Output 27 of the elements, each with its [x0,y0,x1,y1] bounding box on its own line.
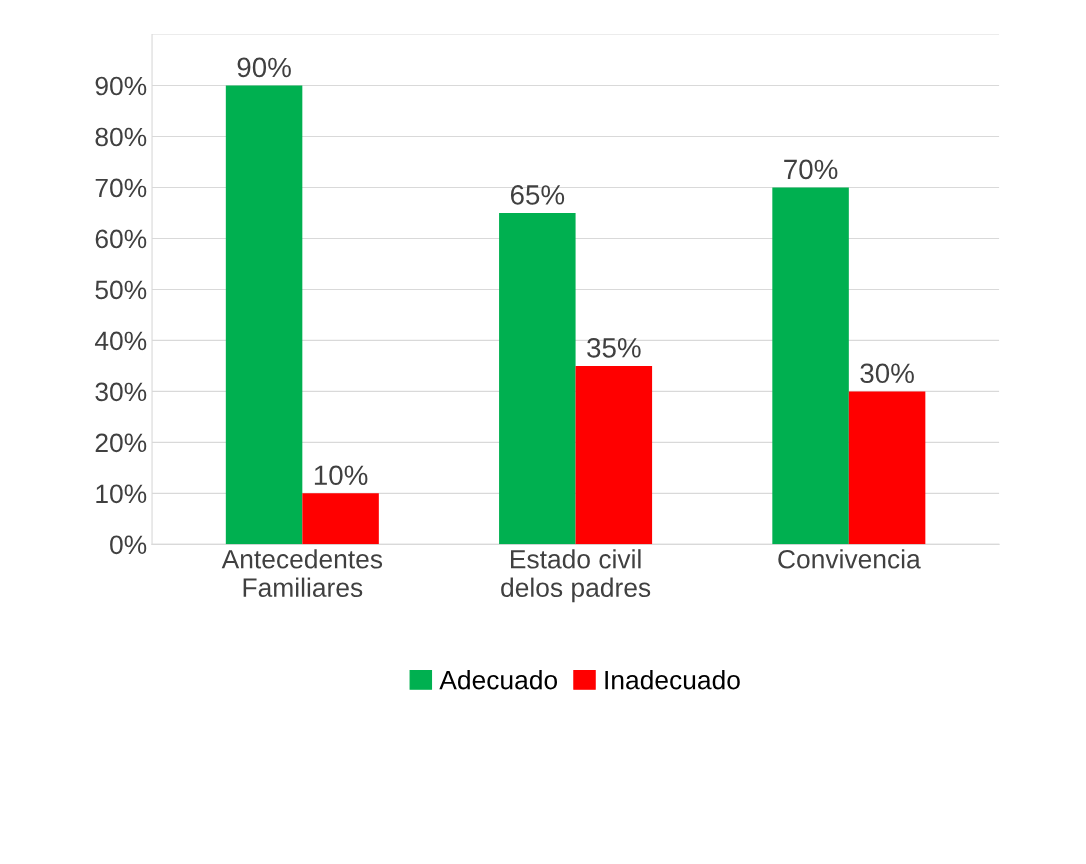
y-tick-label: 30% [95,382,147,402]
bar [848,391,926,545]
x-tick-label: Antecedentes Familiares [221,549,383,597]
data-label: 65% [510,185,565,205]
bar [225,85,303,545]
data-label: 35% [587,337,641,358]
y-tick-label: 40% [94,331,147,351]
legend-label: Adecuado [439,670,558,690]
data-label: 10% [314,465,368,486]
x-tick-label: Estado civil delos padres [501,549,651,603]
data-label: 30% [860,363,914,384]
y-tick-label: 20% [95,433,147,453]
y-tick-label: 50% [95,280,147,300]
y-tick-label: 0% [110,535,147,555]
bar [499,212,576,545]
y-tick-label: 10% [96,484,147,504]
data-label: 90% [237,57,291,78]
legend-label: Inadecuado [605,670,740,690]
data-label: 70% [784,159,838,180]
y-tick-label: 80% [95,127,147,147]
bar [772,187,849,545]
x-tick-label: Convivencia [778,549,921,569]
y-tick-label: 90% [95,76,147,96]
bar [302,493,379,545]
y-tick-label: 70% [95,178,147,198]
bar [575,365,653,545]
y-tick-label: 60% [95,229,147,249]
